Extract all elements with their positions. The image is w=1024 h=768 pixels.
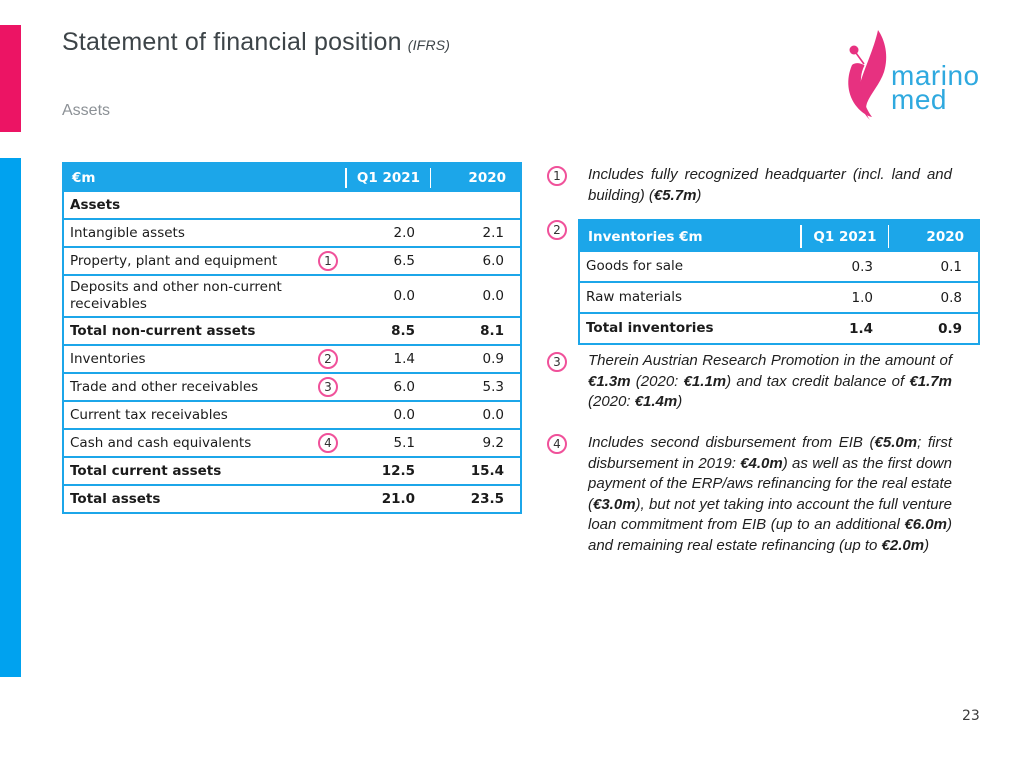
row-label: Goods for sale bbox=[579, 252, 801, 283]
row-label: Assets bbox=[63, 192, 346, 220]
row-value: 0.9 bbox=[431, 345, 521, 374]
inventories-table-header-2020: 2020 bbox=[889, 220, 979, 252]
row-label: Raw materials bbox=[579, 282, 801, 314]
note-marker-1-icon: 1 bbox=[547, 166, 567, 186]
page-number: 23 bbox=[962, 708, 980, 724]
row-value: 0.0 bbox=[346, 275, 431, 318]
table-row: Trade and other receivables 3 6.0 5.3 bbox=[63, 373, 521, 402]
inventories-table-header-row: Inventories €m Q1 2021 2020 bbox=[579, 220, 979, 252]
table-total-row: Total assets 21.0 23.5 bbox=[63, 485, 521, 513]
page-title-suffix: (IFRS) bbox=[407, 37, 451, 53]
row-value: 8.5 bbox=[346, 317, 431, 346]
row-value: 0.3 bbox=[801, 252, 889, 283]
note-marker-3-icon: 3 bbox=[318, 377, 338, 397]
assets-table: €m Q1 2021 2020 Assets Intangible assets 2… bbox=[62, 162, 522, 514]
row-value: 12.5 bbox=[346, 457, 431, 486]
row-label: Total current assets bbox=[63, 457, 346, 486]
row-label: Deposits and other non-current receivabl… bbox=[63, 275, 346, 318]
row-value: 5.1 bbox=[346, 429, 431, 458]
table-row: Inventories 2 1.4 0.9 bbox=[63, 345, 521, 374]
row-label: Intangible assets bbox=[63, 219, 346, 248]
page-title: Statement of financial position (IFRS) bbox=[62, 28, 450, 57]
row-value: 5.3 bbox=[431, 373, 521, 402]
row-value: 6.0 bbox=[431, 247, 521, 276]
note-marker-2-icon: 2 bbox=[547, 220, 567, 240]
assets-table-header-row: €m Q1 2021 2020 bbox=[63, 163, 521, 192]
row-value: 23.5 bbox=[470, 491, 504, 507]
annotation-4-text: Includes second disbursement from EIB (€… bbox=[588, 434, 953, 554]
inventories-table-header-q1: Q1 2021 bbox=[800, 220, 890, 252]
table-total-row: Total current assets 12.5 15.4 bbox=[63, 457, 521, 486]
assets-table-header-label: €m bbox=[63, 163, 346, 192]
row-label: Total non-current assets bbox=[63, 317, 346, 346]
row-value: 8.1 bbox=[431, 317, 521, 346]
logo-line1: marino bbox=[891, 60, 980, 91]
row-value: 9.2 bbox=[431, 429, 521, 458]
table-row: Cash and cash equivalents 4 5.1 9.2 bbox=[63, 429, 521, 458]
logo: marino med bbox=[843, 30, 980, 122]
row-value: 15.4 bbox=[431, 457, 521, 486]
assets-table-header-2020: 2020 bbox=[431, 163, 521, 192]
row-value: 2.0 bbox=[346, 219, 431, 248]
note-marker-1-icon: 1 bbox=[318, 251, 338, 271]
table-total-row: Assets bbox=[63, 192, 521, 220]
row-value: 6.0 bbox=[346, 373, 431, 402]
row-value: 1.4 bbox=[346, 345, 431, 374]
note-marker-4-icon: 4 bbox=[547, 434, 567, 454]
note-marker-2-icon: 2 bbox=[318, 349, 338, 369]
logo-line2: med bbox=[891, 84, 947, 115]
annotation-3-text: Therein Austrian Research Promotion in t… bbox=[588, 352, 952, 410]
row-value: 1.0 bbox=[801, 282, 889, 314]
page-title-text: Statement of financial position bbox=[62, 28, 402, 56]
inventories-table-header-label: Inventories €m bbox=[579, 220, 801, 252]
table-row: Raw materials 1.0 0.8 bbox=[579, 282, 979, 314]
row-label: Total assets bbox=[70, 490, 161, 507]
assets-table-header-q1: Q1 2021 bbox=[345, 163, 432, 192]
row-label: Total inventories bbox=[586, 320, 714, 336]
row-value: 0.0 bbox=[346, 401, 431, 430]
row-value: 1.4 bbox=[849, 320, 873, 337]
row-value: 0.0 bbox=[431, 401, 521, 430]
row-value: 0.0 bbox=[431, 275, 521, 318]
table-total-row: Total non-current assets 8.5 8.1 bbox=[63, 317, 521, 346]
row-value bbox=[431, 192, 521, 220]
row-value: 2.1 bbox=[431, 219, 521, 248]
note-marker-4-icon: 4 bbox=[318, 433, 338, 453]
note-marker-3-icon: 3 bbox=[547, 352, 567, 372]
table-row: Intangible assets 2.0 2.1 bbox=[63, 219, 521, 248]
assets-table-body: Assets Intangible assets 2.0 2.1 Property, p… bbox=[63, 192, 521, 513]
pink-accent-bar bbox=[0, 25, 21, 132]
row-value: 0.9 bbox=[938, 320, 962, 337]
inventories-table-body: Goods for sale 0.3 0.1 Raw materials 1.0 0.8 T… bbox=[579, 252, 979, 344]
table-row: Goods for sale 0.3 0.1 bbox=[579, 252, 979, 283]
inventories-table: Inventories €m Q1 2021 2020 Goods for sa… bbox=[578, 219, 980, 345]
row-label: Current tax receivables bbox=[63, 401, 346, 430]
table-row: Property, plant and equipment 1 6.5 6.0 bbox=[63, 247, 521, 276]
logo-flame-icon bbox=[843, 30, 889, 122]
row-label: Trade and other receivables 3 bbox=[63, 373, 346, 402]
row-value: 0.1 bbox=[889, 252, 979, 283]
page-subtitle: Assets bbox=[62, 102, 111, 119]
table-row: Current tax receivables 0.0 0.0 bbox=[63, 401, 521, 430]
row-value: 0.8 bbox=[889, 282, 979, 314]
row-value bbox=[346, 192, 431, 220]
table-row: Deposits and other non-current receivabl… bbox=[63, 275, 521, 318]
logo-wordmark: marino med bbox=[891, 60, 980, 122]
row-value: 6.5 bbox=[346, 247, 431, 276]
blue-accent-bar bbox=[0, 158, 21, 677]
annotation-1-text: Includes fully recognized headquarter (i… bbox=[588, 166, 952, 204]
table-total-row: Total inventories 1.4 0.9 bbox=[579, 313, 979, 344]
row-label: Inventories 2 bbox=[63, 345, 346, 374]
row-value: 21.0 bbox=[381, 491, 415, 507]
row-label: Cash and cash equivalents 4 bbox=[63, 429, 346, 458]
row-label: Property, plant and equipment 1 bbox=[63, 247, 346, 276]
